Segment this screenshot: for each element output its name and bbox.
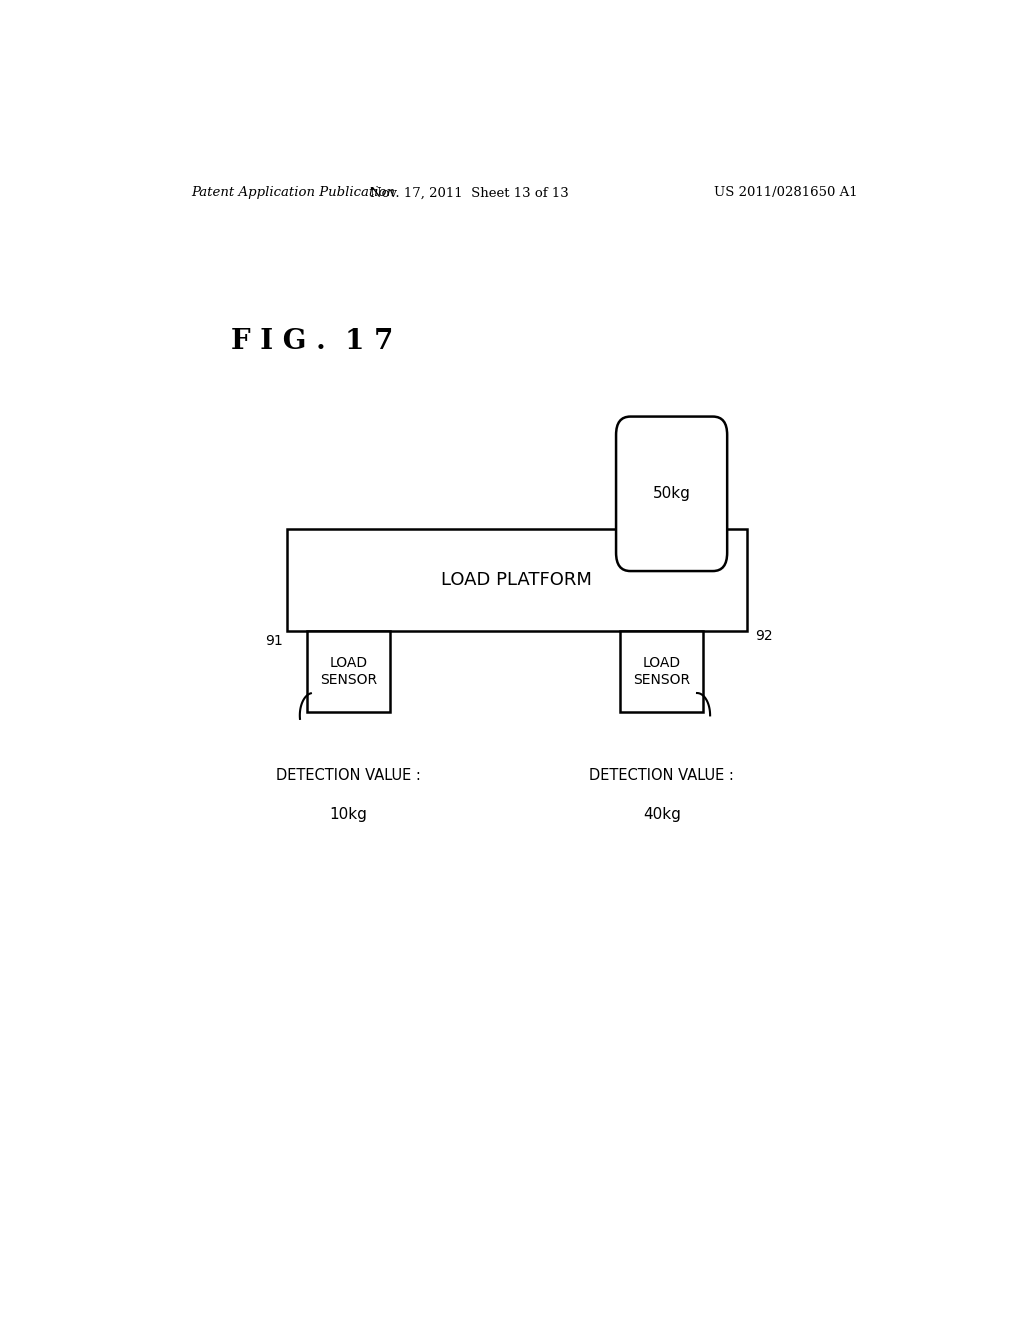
Text: 40kg: 40kg [643,807,681,822]
Text: 91: 91 [265,634,283,648]
Text: 10kg: 10kg [330,807,368,822]
Text: Nov. 17, 2011  Sheet 13 of 13: Nov. 17, 2011 Sheet 13 of 13 [370,186,568,199]
Bar [306,631,390,713]
Text: LOAD PLATFORM: LOAD PLATFORM [441,572,592,589]
Text: DETECTION VALUE :: DETECTION VALUE : [275,768,421,783]
FancyBboxPatch shape [616,417,727,572]
Text: LOAD
SENSOR: LOAD SENSOR [319,656,377,688]
Bar [287,529,748,631]
Text: US 2011/0281650 A1: US 2011/0281650 A1 [715,186,858,199]
Text: 50kg: 50kg [652,486,690,502]
Text: Patent Application Publication: Patent Application Publication [191,186,395,199]
Text: F I G .  1 7: F I G . 1 7 [231,327,393,355]
Bar [620,631,703,713]
Text: DETECTION VALUE :: DETECTION VALUE : [589,768,734,783]
Text: LOAD
SENSOR: LOAD SENSOR [633,656,690,688]
Text: 92: 92 [755,630,772,643]
